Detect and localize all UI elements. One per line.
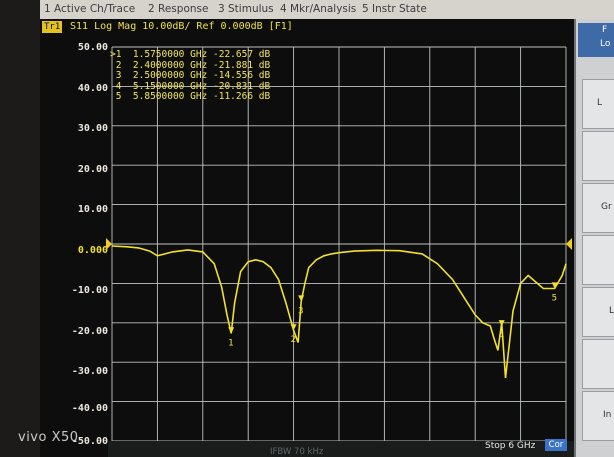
menu-mkr-analysis[interactable]: 4 Mkr/Analysis	[280, 3, 357, 15]
marker-row: 4 5.1500000 GHz -20.831 dB	[110, 80, 271, 93]
marker-frequency: 1.5750000 GHz	[132, 49, 208, 60]
trace-definition: S11 Log Mag 10.00dB/ Ref 0.000dB [F1]	[70, 21, 293, 32]
marker-row: 3 2.5000000 GHz -14.556 dB	[110, 70, 271, 82]
marker-id: >1	[110, 49, 122, 60]
marker-point[interactable]	[551, 282, 558, 289]
marker-point[interactable]	[290, 324, 297, 331]
marker-label: 2	[291, 335, 296, 345]
y-tick-label: -50.00	[71, 436, 108, 447]
softkey-button[interactable]	[582, 235, 614, 285]
marker-frequency: 2.4000000 GHz	[132, 59, 208, 71]
softkey-button[interactable]	[582, 131, 614, 181]
trace-status-line: Tr1 S11 Log Mag 10.00dB/ Ref 0.000dB [F1…	[40, 19, 574, 36]
marker-value: -14.556 dB	[213, 70, 271, 81]
menu-stimulus[interactable]: 3 Stimulus	[218, 3, 274, 15]
menu-active-ch-trace[interactable]: 1 Active Ch/Trace	[44, 3, 136, 15]
marker-id: 3	[115, 70, 122, 81]
stop-frequency-label[interactable]: Stop 6 GHz	[485, 441, 536, 451]
y-tick-label: 10.00	[77, 204, 108, 215]
y-tick-label: -40.00	[71, 403, 108, 414]
marker-value: -20.831 dB	[213, 80, 271, 92]
softkey-button[interactable]: In	[582, 391, 614, 441]
marker-id: 2	[115, 59, 122, 71]
marker-value: -21.881 dB	[213, 59, 271, 71]
menu-instr-state[interactable]: 5 Instr State	[362, 3, 427, 15]
menu-response[interactable]: 2 Response	[148, 3, 209, 15]
measurement-panel	[40, 19, 574, 457]
y-tick-label-reference: 0.000	[77, 245, 108, 256]
y-tick-label: 40.00	[77, 83, 108, 94]
marker-row: 2 2.4000000 GHz -21.881 dB	[110, 59, 271, 72]
marker-value: -22.657 dB	[213, 49, 271, 60]
marker-row: >1 1.5750000 GHz -22.657 dB	[110, 49, 271, 61]
reference-arrow-left	[106, 238, 112, 250]
marker-point[interactable]	[228, 327, 235, 334]
y-tick-label: 20.00	[77, 164, 108, 175]
marker-label: 4	[499, 331, 504, 341]
ifbw-label: IFBW 70 kHz	[270, 447, 324, 457]
y-tick-label: -20.00	[71, 326, 108, 337]
marker-layer: 1 2 3 4 5	[226, 282, 560, 447]
softkey-panel: F Lo L Gr L In	[574, 19, 614, 457]
reference-arrow-right	[566, 238, 572, 250]
y-tick-label: -10.00	[71, 285, 108, 296]
marker-point[interactable]	[498, 320, 505, 327]
marker-table: >1 1.5750000 GHz -22.657 dB 2 2.4000000 …	[110, 49, 271, 103]
marker-row: 5 5.8500000 GHz -11.266 dB	[110, 91, 271, 103]
s11-trace-line	[111, 245, 567, 379]
softkey-button[interactable]: L	[582, 79, 614, 129]
y-tick-label: 50.00	[77, 42, 108, 53]
marker-label: 5	[552, 293, 557, 303]
marker-frequency: 5.8500000 GHz	[132, 91, 208, 102]
camera-watermark: vivo X50	[18, 430, 79, 445]
marker-id: 5	[115, 91, 122, 102]
marker-frequency: 5.1500000 GHz	[132, 80, 208, 92]
marker-label: 1	[228, 338, 233, 348]
reference-arrows	[106, 238, 572, 250]
marker-label: 3	[298, 306, 303, 316]
plot-grid	[111, 46, 567, 442]
softkey-button[interactable]	[582, 339, 614, 389]
marker-point[interactable]	[298, 295, 305, 302]
trace-tag[interactable]: Tr1	[42, 21, 63, 33]
menu-bar: 1 Active Ch/Trace 2 Response 3 Stimulus …	[40, 0, 614, 20]
bottom-status-bar	[108, 441, 574, 457]
softkey-header-title: F	[602, 25, 608, 35]
softkey-header: F Lo	[578, 23, 614, 57]
marker-frequency: 2.5000000 GHz	[132, 70, 208, 81]
correction-badge: Cor	[545, 439, 567, 451]
y-tick-label: 30.00	[77, 123, 108, 134]
softkey-button[interactable]: Gr	[582, 183, 614, 233]
y-tick-label: -30.00	[71, 366, 108, 377]
softkey-header-sub: Lo	[600, 39, 611, 49]
marker-id: 4	[115, 80, 122, 92]
softkey-button[interactable]: L	[582, 287, 614, 337]
marker-value: -11.266 dB	[213, 91, 271, 102]
